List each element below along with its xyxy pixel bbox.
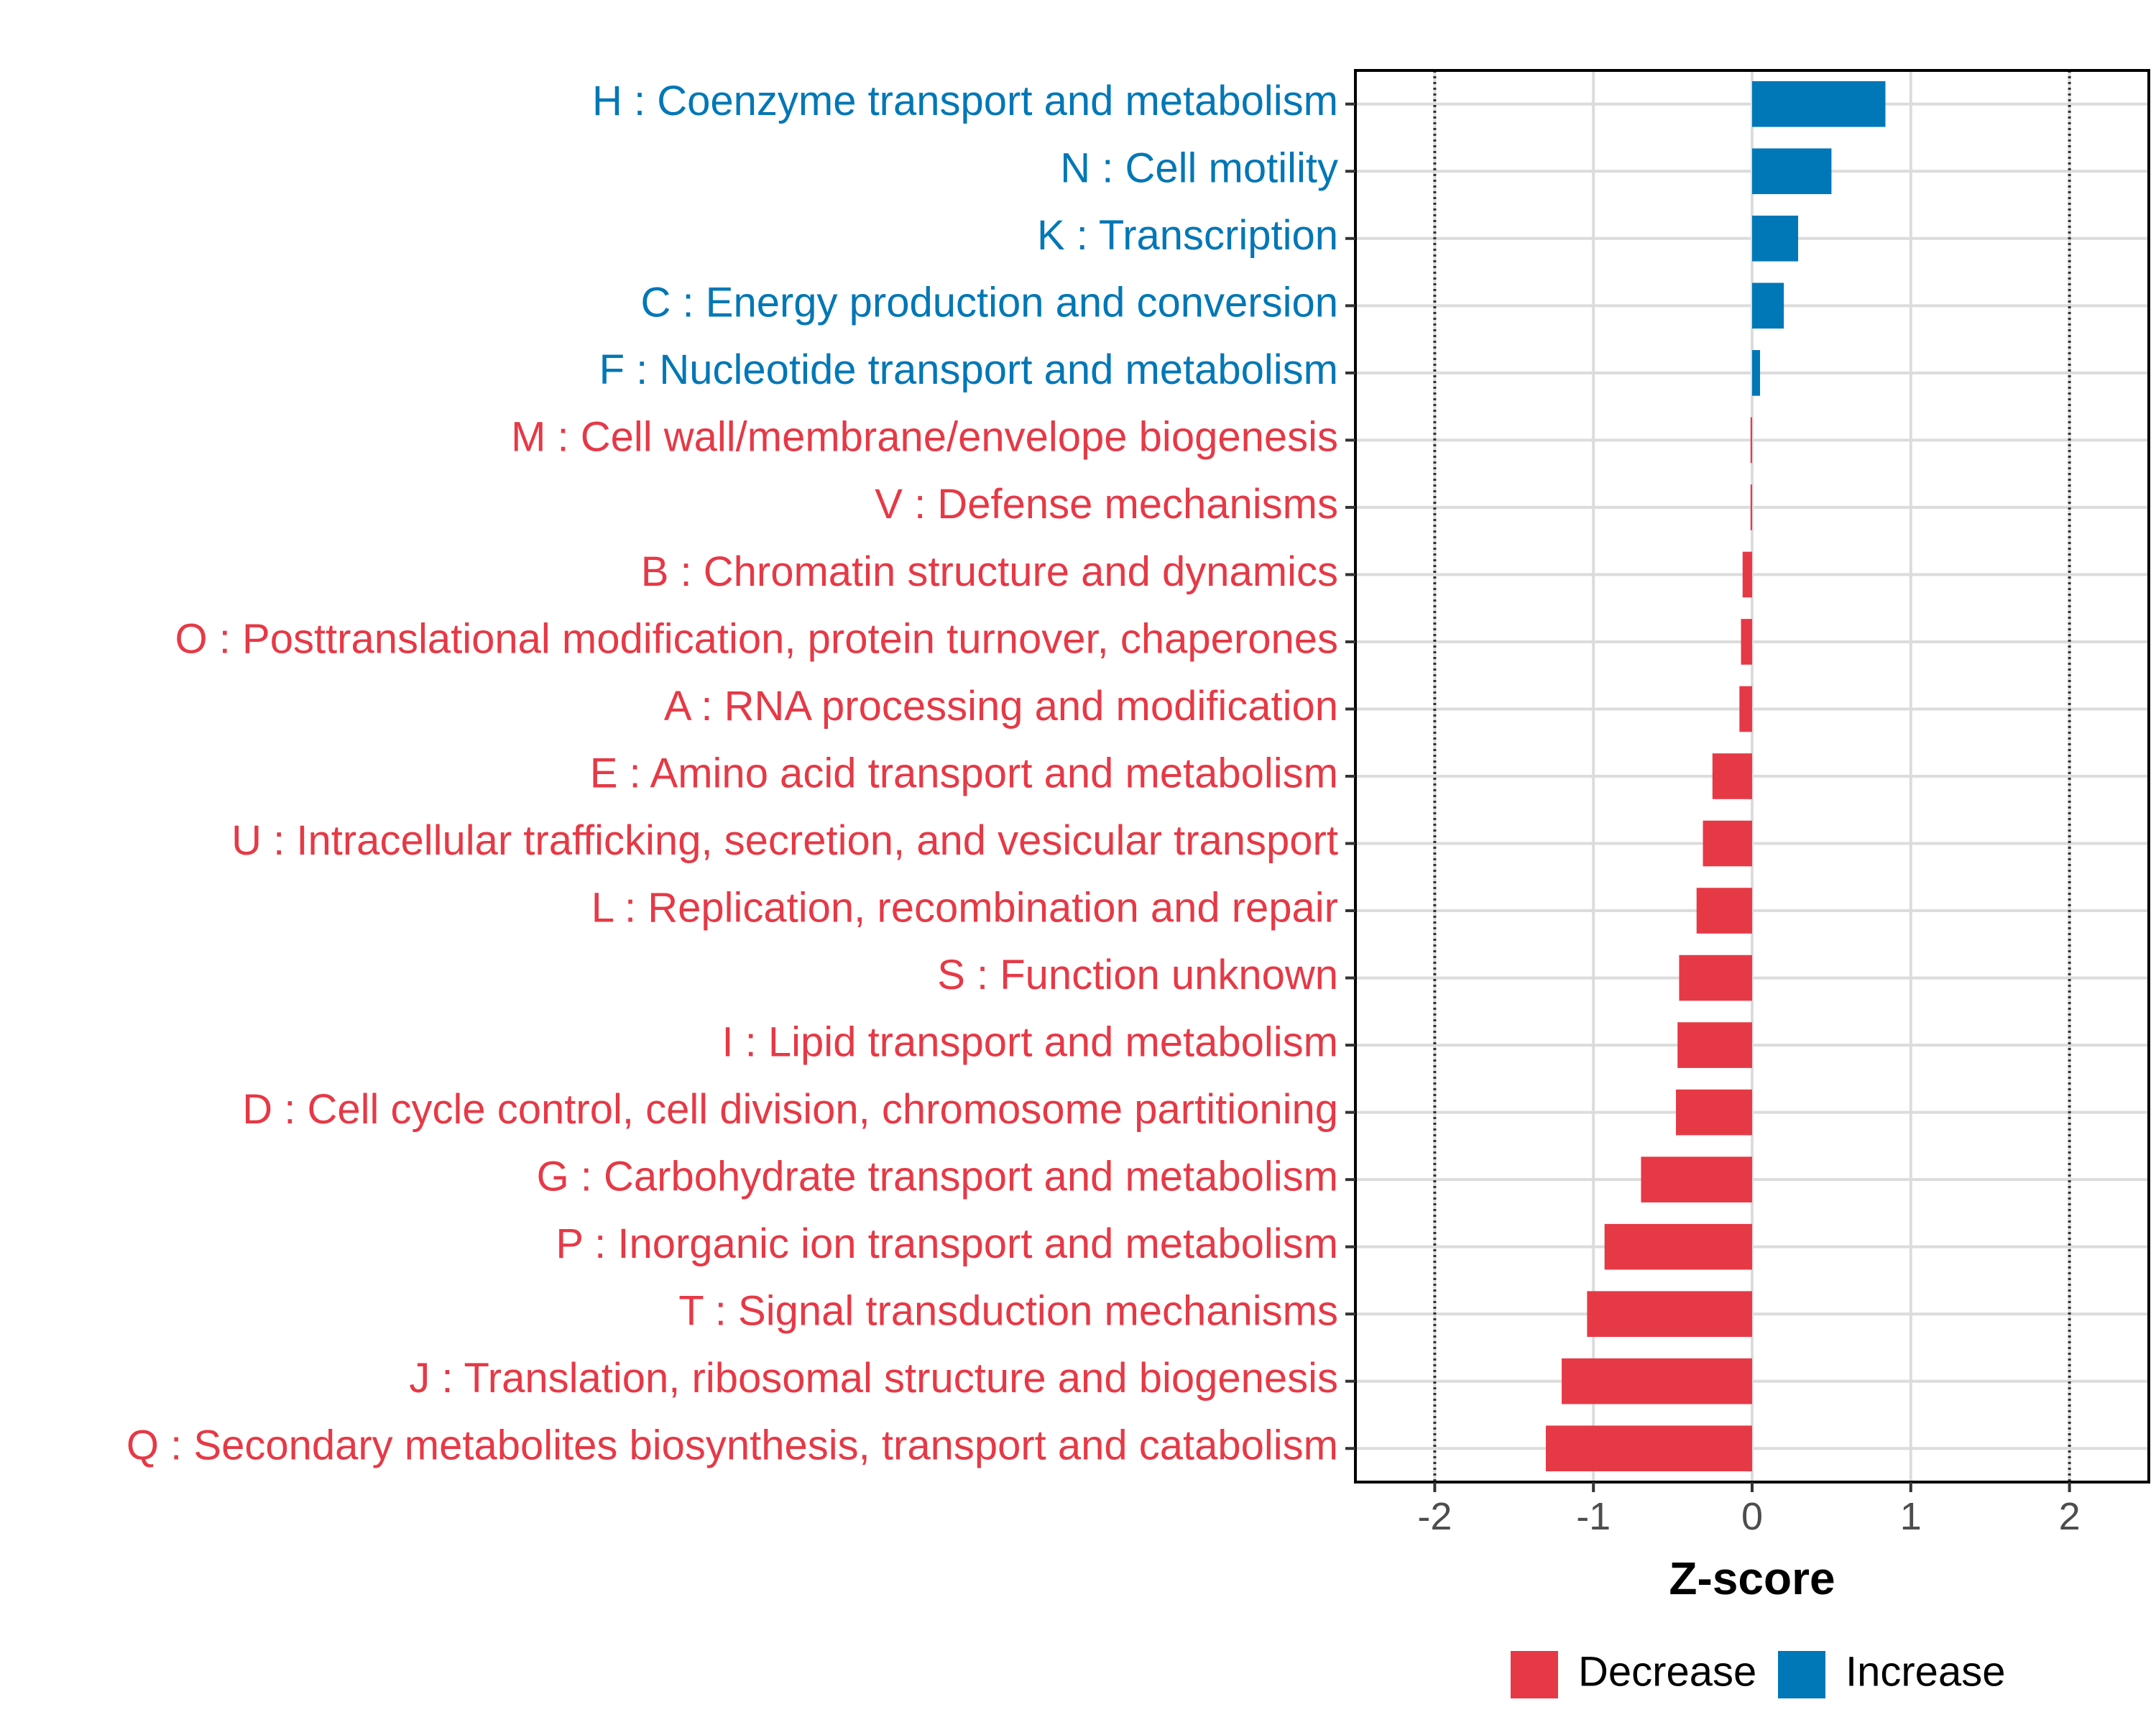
bars (1545, 80, 1886, 1472)
bar (1750, 484, 1752, 530)
category-labels: H : Coenzyme transport and metabolism N :… (126, 78, 1355, 1469)
legend: Decrease Increase (1511, 1648, 2005, 1698)
category-label: K : Transcription (1037, 212, 1338, 259)
category-label: G : Carbohydrate transport and metabolis… (537, 1153, 1338, 1200)
x-tick-label: 0 (1741, 1495, 1763, 1538)
x-tick-label: 1 (1900, 1495, 1922, 1538)
x-tick-label: -1 (1576, 1495, 1611, 1538)
x-tick-label: -2 (1417, 1495, 1452, 1538)
bar (1641, 1156, 1752, 1202)
bar (1752, 148, 1832, 195)
category-label: Q : Secondary metabolites biosynthesis, … (126, 1422, 1338, 1469)
bar (1739, 686, 1752, 732)
bar (1696, 888, 1752, 934)
legend-label: Decrease (1578, 1648, 1756, 1695)
bar (1562, 1358, 1752, 1404)
legend-swatch (1511, 1651, 1558, 1698)
category-label: L : Replication, recombination and repai… (591, 884, 1338, 931)
category-label: N : Cell motility (1060, 145, 1338, 192)
category-label: C : Energy production and conversion (641, 280, 1338, 326)
bar (1752, 80, 1886, 127)
bar (1676, 1089, 1752, 1136)
bar (1679, 954, 1752, 1001)
x-tick-label: 2 (2059, 1495, 2081, 1538)
category-label: A : RNA processing and modification (664, 683, 1338, 730)
category-label: S : Function unknown (937, 952, 1338, 998)
category-label: O : Posttranslational modification, prot… (175, 615, 1338, 662)
bar (1712, 753, 1752, 799)
category-label: I : Lipid transport and metabolism (722, 1018, 1338, 1065)
bar (1752, 282, 1784, 329)
bar (1703, 820, 1752, 867)
category-label: H : Coenzyme transport and metabolism (592, 78, 1338, 124)
bar (1752, 216, 1799, 262)
bar (1742, 551, 1752, 598)
category-label: B : Chromatin structure and dynamics (641, 548, 1338, 595)
category-label: M : Cell wall/membrane/envelope biogenes… (511, 414, 1338, 461)
category-label: E : Amino acid transport and metabolism (590, 750, 1338, 796)
category-label: J : Translation, ribosomal structure and… (409, 1355, 1338, 1402)
category-label: T : Signal transduction mechanisms (678, 1288, 1338, 1335)
bar (1587, 1291, 1752, 1337)
bar (1750, 417, 1752, 464)
category-label: V : Defense mechanisms (875, 481, 1338, 528)
category-label: D : Cell cycle control, cell division, c… (242, 1086, 1338, 1133)
category-label: F : Nucleotide transport and metabolism (599, 346, 1338, 393)
bar (1741, 619, 1752, 665)
legend-swatch (1778, 1651, 1825, 1698)
category-label: U : Intracellular trafficking, secretion… (231, 817, 1338, 864)
bar (1752, 350, 1761, 396)
bar (1545, 1425, 1752, 1472)
category-label: P : Inorganic ion transport and metaboli… (556, 1220, 1338, 1267)
x-axis-title: Z-score (1669, 1552, 1835, 1604)
x-axis-ticks: -2 -1 0 1 2 (1417, 1482, 2081, 1538)
bar (1604, 1223, 1752, 1270)
bar (1677, 1022, 1752, 1068)
legend-label: Increase (1846, 1648, 2005, 1695)
